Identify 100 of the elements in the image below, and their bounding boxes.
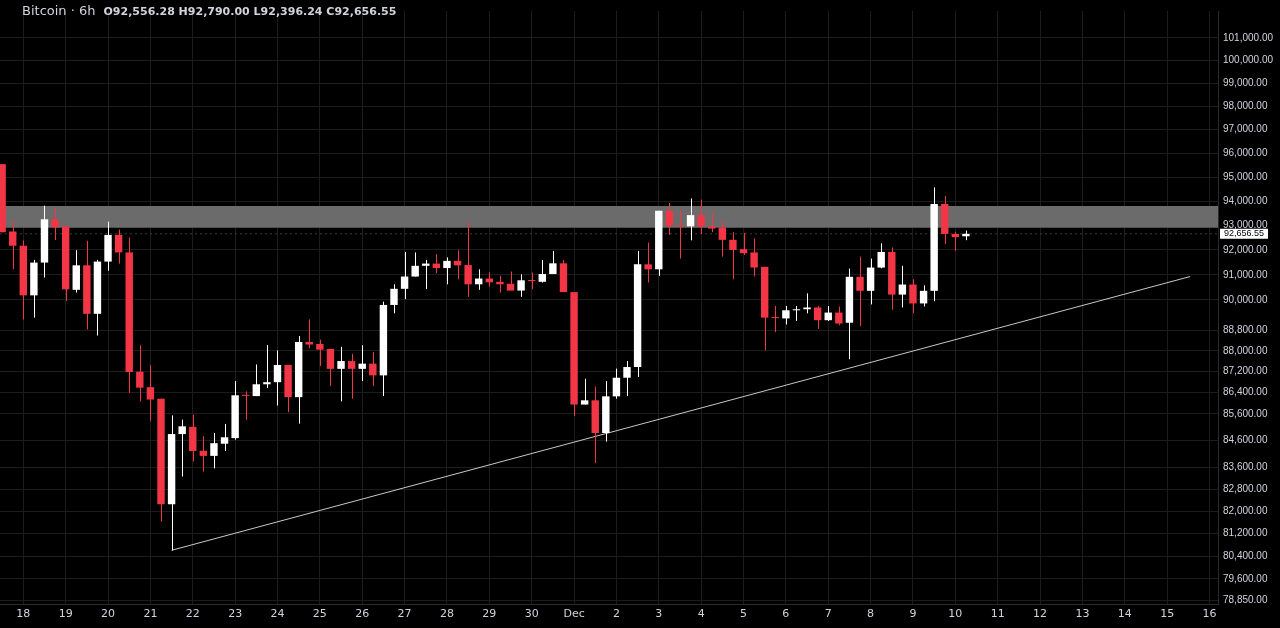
x-tick-label: 26: [355, 607, 370, 621]
y-tick-label: 101,000.00: [1223, 31, 1274, 43]
candlestick: [612, 368, 621, 400]
x-tick-label: 11: [990, 607, 1005, 621]
candlestick: [676, 209, 684, 260]
x-tick-label: 6: [782, 607, 790, 621]
candlestick: [210, 432, 218, 469]
y-tick-label: 97,000.00: [1223, 123, 1268, 135]
candlestick: [623, 360, 631, 397]
candlestick: [644, 242, 652, 284]
candlestick: [347, 353, 356, 400]
candlestick: [305, 318, 313, 349]
candlestick: [813, 305, 822, 330]
candlestick: [242, 390, 250, 421]
y-tick-label: 92,000.00: [1223, 243, 1268, 255]
candlestick: [400, 251, 409, 300]
candlestick: [369, 351, 377, 387]
x-tick-label: 25: [312, 607, 327, 621]
candlestick: [178, 419, 186, 478]
candlestick: [146, 364, 155, 422]
candlestick: [739, 232, 748, 256]
x-tick-label: 9: [909, 607, 917, 621]
y-tick-label: 88,000.00: [1223, 344, 1268, 356]
x-tick-label: 30: [524, 607, 539, 621]
candlestick: [390, 283, 398, 314]
y-tick-label: 96,000.00: [1223, 146, 1268, 158]
candlestick: [136, 344, 144, 402]
y-tick-label: 80,400.00: [1223, 549, 1268, 561]
candlestick: [316, 339, 324, 367]
candlestick: [898, 265, 907, 308]
chart-title: Bitcoin · 6h: [22, 3, 96, 18]
x-tick-label: 27: [397, 607, 412, 621]
candlestick: [665, 202, 674, 236]
y-tick-label: 95,000.00: [1223, 170, 1268, 182]
candlestick: [877, 242, 885, 269]
candlestick: [273, 349, 282, 407]
y-tick-label: 87,200.00: [1223, 365, 1268, 377]
x-tick-label: 10: [948, 607, 963, 621]
candlestick: [697, 199, 705, 235]
x-tick-label: 15: [1160, 607, 1175, 621]
y-tick-label: 84,600.00: [1223, 434, 1268, 446]
candlestick: [708, 211, 716, 233]
y-tick-label: 98,000.00: [1223, 100, 1268, 112]
x-tick-label: 16: [1202, 607, 1217, 621]
x-tick-label: 29: [482, 607, 497, 621]
y-tick-label: 99,000.00: [1223, 77, 1268, 89]
candlestick: [686, 197, 695, 241]
x-tick-label: 3: [655, 607, 663, 621]
candlestick: [443, 256, 451, 285]
candlestick: [326, 348, 335, 387]
candlestick: [782, 305, 790, 326]
x-tick-label: 28: [439, 607, 454, 621]
candlestick: [835, 305, 843, 326]
candlestick: [729, 231, 737, 280]
candlestick: [199, 435, 208, 473]
candlestick: [580, 378, 589, 406]
candlestick: [252, 363, 261, 397]
candlestick: [358, 344, 366, 382]
candlestick: [919, 284, 928, 307]
x-tick-label: 13: [1075, 607, 1090, 621]
candlestick: [909, 278, 917, 314]
y-tick-label: 78,850.00: [1223, 594, 1268, 606]
y-tick-label: 81,200.00: [1223, 527, 1268, 539]
x-tick-label: 19: [58, 607, 73, 621]
x-tick-label: 22: [185, 607, 200, 621]
y-tick-label: 88,800.00: [1223, 324, 1268, 336]
x-tick-label: 23: [228, 607, 243, 621]
candlestick: [538, 259, 546, 284]
y-tick-label: 82,000.00: [1223, 505, 1268, 517]
y-tick-label: 82,800.00: [1223, 483, 1268, 495]
y-tick-label: 85,600.00: [1223, 407, 1268, 419]
x-tick-label: Dec: [563, 607, 585, 621]
candlestick: [750, 237, 758, 278]
candlestick: [263, 344, 271, 389]
y-tick-label: 79,600.00: [1223, 572, 1268, 584]
x-tick-label: 14: [1117, 607, 1132, 621]
chart-subtitle: O92,556.28 H92,790.00 L92,396.24 C92,656.55: [103, 5, 397, 18]
candlestick: [517, 273, 525, 298]
x-tick-label: 8: [867, 607, 875, 621]
candlestick: [411, 251, 419, 278]
candlestick: [464, 221, 472, 298]
candlestick: [856, 256, 864, 327]
y-tick-label: 94,000.00: [1223, 194, 1268, 206]
candlestick: [220, 423, 229, 452]
x-tick-label: 21: [143, 607, 158, 621]
candlestick: [866, 258, 875, 305]
x-tick-label: 24: [270, 607, 285, 621]
candlestick: [718, 220, 727, 258]
x-tick-label: 18: [16, 607, 31, 621]
y-tick-label: 90,000.00: [1223, 293, 1268, 305]
x-tick-label: 2: [612, 607, 620, 621]
x-tick-label: 4: [697, 607, 705, 621]
x-tick-label: 12: [1033, 607, 1048, 621]
candlestick: [803, 292, 811, 314]
candlestick: [506, 271, 515, 292]
x-tick-label: 20: [101, 607, 116, 621]
candlestick: [9, 220, 17, 270]
x-tick-label: 5: [740, 607, 748, 621]
candlestick: [114, 229, 123, 265]
y-tick-label: 86,400.00: [1223, 386, 1268, 398]
